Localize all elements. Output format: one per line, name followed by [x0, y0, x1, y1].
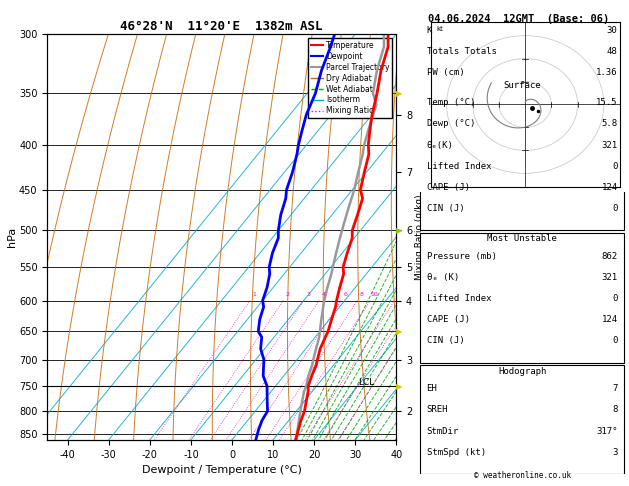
Text: 10: 10 — [370, 292, 379, 296]
Text: 3: 3 — [306, 292, 310, 296]
Text: ▶: ▶ — [396, 89, 403, 98]
Text: 15.5: 15.5 — [596, 98, 618, 107]
Text: 0: 0 — [612, 294, 618, 303]
X-axis label: Dewpoint / Temperature (°C): Dewpoint / Temperature (°C) — [142, 465, 302, 475]
Text: 321: 321 — [601, 140, 618, 150]
FancyBboxPatch shape — [420, 365, 624, 474]
Text: 321: 321 — [601, 273, 618, 282]
Text: K: K — [426, 26, 432, 35]
Text: PW (cm): PW (cm) — [426, 69, 464, 77]
Text: Lifted Index: Lifted Index — [426, 162, 491, 171]
Text: StmSpd (kt): StmSpd (kt) — [426, 448, 486, 457]
Text: 04.06.2024  12GMT  (Base: 06): 04.06.2024 12GMT (Base: 06) — [428, 14, 610, 24]
Text: 862: 862 — [601, 252, 618, 261]
Text: θₑ(K): θₑ(K) — [426, 140, 454, 150]
FancyBboxPatch shape — [420, 233, 624, 363]
Text: 0: 0 — [612, 162, 618, 171]
Y-axis label: hPa: hPa — [8, 227, 18, 247]
Text: 1.36: 1.36 — [596, 69, 618, 77]
Text: 48: 48 — [607, 47, 618, 56]
FancyBboxPatch shape — [420, 79, 624, 230]
Text: 4: 4 — [321, 292, 325, 296]
Title: 46°28'N  11°20'E  1382m ASL: 46°28'N 11°20'E 1382m ASL — [121, 20, 323, 33]
Text: 2: 2 — [286, 292, 290, 296]
Text: EH: EH — [426, 384, 437, 393]
Text: LCL: LCL — [359, 378, 374, 387]
Text: Lifted Index: Lifted Index — [426, 294, 491, 303]
Text: Most Unstable: Most Unstable — [487, 234, 557, 243]
Text: Surface: Surface — [503, 81, 541, 89]
Text: 0: 0 — [612, 336, 618, 346]
Text: 3: 3 — [612, 448, 618, 457]
Text: Hodograph: Hodograph — [498, 367, 546, 376]
Text: CAPE (J): CAPE (J) — [426, 183, 470, 192]
Text: ▶: ▶ — [396, 382, 403, 391]
Text: SREH: SREH — [426, 405, 448, 415]
Text: 0: 0 — [612, 204, 618, 213]
Text: Pressure (mb): Pressure (mb) — [426, 252, 496, 261]
Text: ▶: ▶ — [396, 327, 403, 336]
Text: 124: 124 — [601, 183, 618, 192]
Text: 8: 8 — [612, 405, 618, 415]
Text: Totals Totals: Totals Totals — [426, 47, 496, 56]
Text: 8: 8 — [360, 292, 364, 296]
Text: 1: 1 — [253, 292, 257, 296]
Text: 5.8: 5.8 — [601, 120, 618, 128]
Text: © weatheronline.co.uk: © weatheronline.co.uk — [474, 471, 571, 480]
Text: ▶: ▶ — [396, 226, 403, 235]
Text: Dewp (°C): Dewp (°C) — [426, 120, 475, 128]
Text: 7: 7 — [612, 384, 618, 393]
Text: θₑ (K): θₑ (K) — [426, 273, 459, 282]
Text: 124: 124 — [601, 315, 618, 324]
FancyBboxPatch shape — [420, 10, 624, 76]
Text: CIN (J): CIN (J) — [426, 204, 464, 213]
Y-axis label: Mixing Ratio (g/kg): Mixing Ratio (g/kg) — [415, 194, 424, 280]
Text: 6: 6 — [343, 292, 347, 296]
Legend: Temperature, Dewpoint, Parcel Trajectory, Dry Adiabat, Wet Adiabat, Isotherm, Mi: Temperature, Dewpoint, Parcel Trajectory… — [308, 38, 392, 119]
Text: StmDir: StmDir — [426, 427, 459, 435]
Text: Temp (°C): Temp (°C) — [426, 98, 475, 107]
Text: CIN (J): CIN (J) — [426, 336, 464, 346]
Text: kt: kt — [436, 26, 443, 33]
Text: 30: 30 — [607, 26, 618, 35]
Text: 317°: 317° — [596, 427, 618, 435]
Text: CAPE (J): CAPE (J) — [426, 315, 470, 324]
